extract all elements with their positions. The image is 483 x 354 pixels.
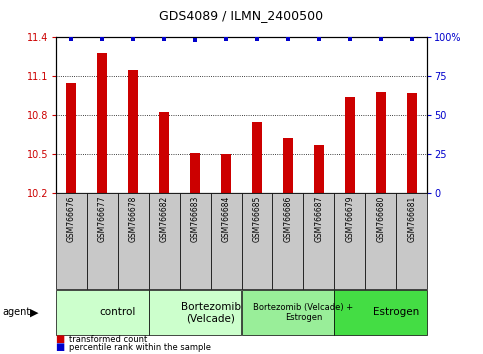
Point [408,36,416,41]
Bar [283,138,293,193]
Point [253,36,261,41]
Text: GSM766682: GSM766682 [159,196,169,242]
Bar [128,70,139,193]
Text: Bortezomib (Velcade) +
Estrogen: Bortezomib (Velcade) + Estrogen [254,303,354,322]
Bar [303,193,334,289]
Bar [117,193,149,289]
Point [346,36,354,41]
Point [191,38,199,43]
Bar [366,193,397,289]
Bar [56,290,149,335]
Point [377,36,385,41]
Bar [97,53,107,193]
Bar [242,290,334,335]
Text: Bortezomib
(Velcade): Bortezomib (Velcade) [181,302,241,323]
Bar [344,97,355,193]
Bar [334,290,427,335]
Text: GSM766677: GSM766677 [98,196,107,242]
Point [284,36,292,41]
Text: ■: ■ [56,342,65,352]
Text: agent: agent [2,307,30,318]
Point [315,36,323,41]
Bar [66,82,76,193]
Bar [221,154,231,193]
Point [129,36,137,41]
Bar [149,290,242,335]
Text: percentile rank within the sample: percentile rank within the sample [69,343,211,352]
Text: GSM766678: GSM766678 [128,196,138,242]
Bar [190,153,200,193]
Text: ▶: ▶ [30,307,39,318]
Text: GSM766676: GSM766676 [67,196,75,242]
Text: Estrogen: Estrogen [373,307,420,318]
Bar [149,193,180,289]
Bar [397,193,427,289]
Bar [272,193,303,289]
Text: GSM766685: GSM766685 [253,196,261,242]
Bar [211,193,242,289]
Text: GSM766680: GSM766680 [376,196,385,242]
Text: GSM766687: GSM766687 [314,196,324,242]
Text: GSM766686: GSM766686 [284,196,293,242]
Point [160,36,168,41]
Bar [180,193,211,289]
Point [67,36,75,41]
Bar [376,92,386,193]
Text: GSM766679: GSM766679 [345,196,355,242]
Bar [334,193,366,289]
Point [98,36,106,41]
Bar [407,93,417,193]
Bar [86,193,117,289]
Text: GDS4089 / ILMN_2400500: GDS4089 / ILMN_2400500 [159,9,324,22]
Text: ■: ■ [56,334,65,344]
Text: GSM766681: GSM766681 [408,196,416,242]
Text: GSM766684: GSM766684 [222,196,230,242]
Text: control: control [99,307,136,318]
Text: transformed count: transformed count [69,335,147,344]
Bar [313,145,325,193]
Bar [242,193,272,289]
Point [222,36,230,41]
Bar [252,121,262,193]
Bar [56,193,86,289]
Text: GSM766683: GSM766683 [190,196,199,242]
Bar [158,113,170,193]
